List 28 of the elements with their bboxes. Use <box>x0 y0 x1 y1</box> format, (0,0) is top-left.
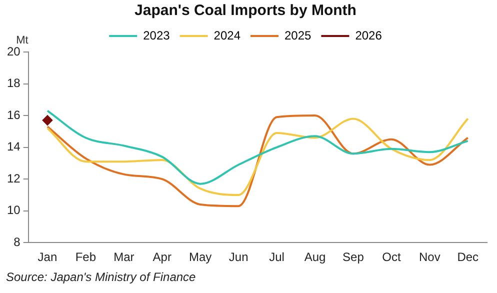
x-tick-label: Jun <box>228 250 248 264</box>
x-tick-label: Dec <box>457 250 479 264</box>
x-tick-label: Apr <box>152 250 172 264</box>
legend-label: 2024 <box>214 28 241 42</box>
chart-title: Japan's Coal Imports by Month <box>134 2 356 20</box>
legend-label: 2026 <box>355 28 382 42</box>
x-tick-label: Feb <box>75 250 96 264</box>
x-tick-label: Oct <box>382 250 402 264</box>
x-tick-label: Aug <box>304 250 326 264</box>
x-tick-label: Nov <box>418 250 440 264</box>
y-axis-title: Mt <box>16 34 28 47</box>
line-series <box>46 110 469 185</box>
x-tick-label: Jul <box>269 250 284 264</box>
x-tick-label: Sep <box>342 250 364 264</box>
legend-label: 2023 <box>143 28 170 42</box>
x-tick-label: Mar <box>114 250 134 264</box>
source-note: Source: Japan's Ministry of Finance <box>6 270 196 284</box>
y-tick-label: 10 <box>6 203 21 218</box>
y-tick-label: 14 <box>6 140 21 154</box>
x-tick-label: Jan <box>38 250 58 264</box>
y-tick-label: 16 <box>6 108 21 122</box>
y-tick-label: 8 <box>14 234 21 249</box>
x-tick-label: May <box>189 250 212 264</box>
y-tick-label: 18 <box>6 76 21 90</box>
line-series <box>46 118 469 196</box>
legend-label: 2025 <box>284 28 312 42</box>
y-tick-label: 20 <box>6 44 21 58</box>
y-tick-label: 12 <box>6 171 21 186</box>
